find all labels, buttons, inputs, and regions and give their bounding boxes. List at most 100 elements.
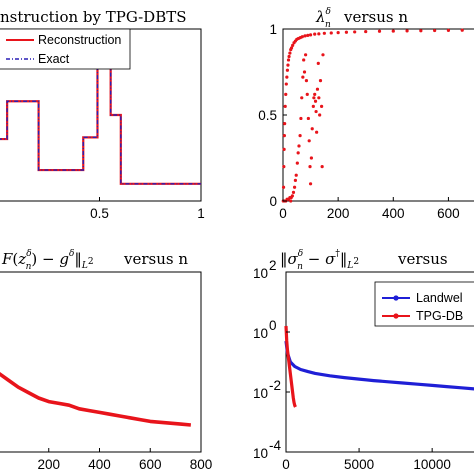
legend-marker-landweber	[393, 295, 399, 301]
lambda-point	[304, 79, 309, 83]
panel3-xtick-label: 400	[88, 457, 111, 472]
lambda-point	[306, 116, 310, 121]
legend-label-landweber: Landwel	[416, 291, 463, 305]
lambda-point	[391, 29, 395, 33]
lambda-point	[288, 51, 292, 55]
lambda-point	[311, 104, 315, 108]
lambda-point	[320, 104, 324, 108]
lambda-point	[289, 199, 293, 203]
landweber-line	[284, 340, 474, 391]
legend-label-reconstruction: Reconstruction	[38, 33, 121, 47]
lambda-point	[296, 151, 300, 155]
lambda-point	[287, 54, 291, 59]
panel4-ytick-exponent: -4	[269, 438, 281, 453]
lambda-point	[309, 156, 313, 160]
lambda-point	[317, 96, 321, 100]
lambda-point	[289, 46, 294, 50]
lambda-point	[294, 173, 298, 177]
panel2-xtick-label: 200	[327, 206, 350, 221]
lambda-point	[290, 194, 294, 198]
panel4-xtick-label: 0	[282, 457, 290, 472]
lambda-point	[329, 31, 333, 35]
panel2-axes-box	[282, 28, 474, 202]
panel2-xtick-label: 600	[437, 206, 460, 221]
panel4-legend: Landwel TPG-DB	[374, 281, 474, 327]
lambda-point	[299, 116, 303, 121]
panel3-xtick-label: 800	[190, 457, 213, 472]
panel-lambda: λδ n versus n 0 200 400 600 0 0.5 1	[258, 7, 474, 221]
panel2-ytick-label: 1	[269, 22, 277, 37]
panel2-xtick-label: 0	[279, 206, 287, 221]
lambda-point	[336, 31, 340, 35]
panel3-xtick-label: 600	[139, 457, 162, 472]
panel4-ytick-label: 10	[253, 386, 268, 401]
panel4-ytick-exponent: 2	[269, 258, 277, 273]
lambda-point	[284, 92, 288, 96]
lambda-point	[303, 34, 307, 38]
lambda-point	[306, 33, 310, 37]
lambda-point	[281, 185, 286, 189]
lambda-point	[308, 165, 312, 169]
lambda-point	[282, 134, 286, 138]
panel3-title: versus n	[123, 250, 188, 268]
lambda-point	[286, 58, 291, 62]
legend-label-tpg: TPG-DB	[416, 309, 463, 323]
lambda-point	[302, 58, 306, 62]
lambda-point	[316, 61, 320, 65]
lambda-point	[313, 32, 317, 36]
lambda-point	[308, 33, 313, 37]
lambda-point	[318, 113, 322, 117]
panel2-xtick-label: 400	[382, 206, 405, 221]
panel3-title-expression: F(zδ n) − gδ‖L2	[1, 249, 94, 272]
panel4-legend-box	[374, 281, 474, 327]
lambda-point	[302, 70, 307, 74]
panel1-xtick-label: 1	[197, 206, 205, 221]
lambda-point	[313, 92, 317, 96]
lambda-point	[300, 35, 304, 39]
lambda-point	[307, 139, 311, 143]
lambda-point	[282, 165, 286, 169]
panel4-ytick-exponent: -2	[269, 378, 281, 393]
lambda-point	[283, 104, 287, 108]
lambda-point	[308, 182, 313, 186]
lambda-point	[321, 53, 325, 57]
lambda-point	[293, 178, 298, 182]
panel1-legend-box	[0, 28, 131, 70]
lambda-point	[314, 109, 318, 114]
lambda-point	[285, 75, 289, 79]
lambda-point	[419, 29, 423, 33]
exact-line	[0, 59, 201, 185]
panel2-ticks: 0 200 400 600 0 0.5 1	[258, 22, 459, 221]
panel2-title-symbol: λδ n	[315, 7, 331, 30]
panel4-ytick-label: 10	[253, 326, 268, 341]
panel-residual: F(zδ n) − gδ‖L2 versus n 200 400 600 800	[0, 249, 212, 472]
panel2-ytick-label: 0.5	[258, 108, 277, 123]
lambda-point	[405, 29, 409, 33]
lambda-point	[295, 161, 299, 165]
lambda-point	[318, 79, 323, 83]
lambda-point	[286, 63, 290, 67]
lambda-point	[364, 29, 368, 34]
panel1-xtick-label: 0.5	[90, 206, 109, 221]
lambda-point	[315, 87, 320, 91]
lambda-point	[322, 31, 326, 35]
panel2-series	[281, 28, 464, 203]
lambda-point	[353, 30, 357, 34]
residual-line	[0, 372, 192, 427]
lambda-point	[315, 130, 319, 134]
reconstruction-line	[0, 58, 201, 185]
panel4-ytick-label: 10	[253, 446, 268, 461]
lambda-point	[433, 28, 437, 33]
lambda-point	[301, 75, 305, 79]
panel4-axes-box	[285, 271, 474, 453]
lambda-point	[297, 144, 301, 148]
panel3-xtick-label: 200	[37, 457, 60, 472]
lambda-point	[344, 30, 349, 34]
lambda-point	[320, 165, 324, 169]
panel4-xtick-label: 10000	[413, 457, 451, 472]
lambda-point	[300, 96, 304, 100]
tpg-dbts-line	[284, 325, 297, 408]
lambda-point	[377, 29, 382, 33]
